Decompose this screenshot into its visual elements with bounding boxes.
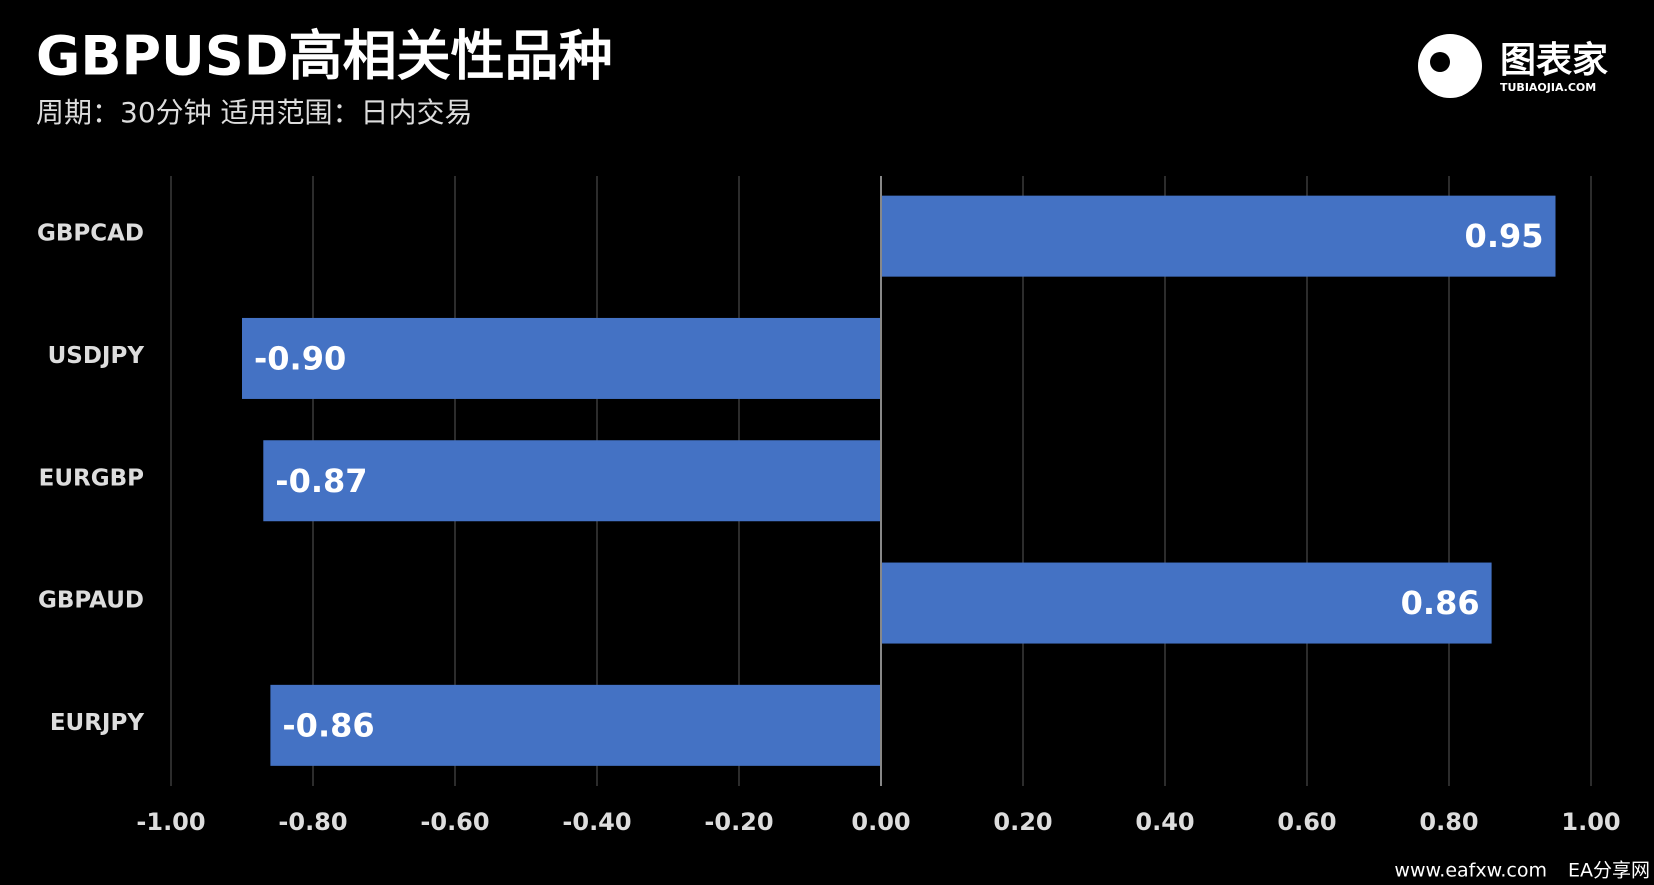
y-tick-label: GBPCAD <box>37 221 144 247</box>
watermark-site: www.eafxw.com <box>1394 860 1547 882</box>
value-label: -0.87 <box>275 462 367 500</box>
x-tick-label: 1.00 <box>1561 808 1620 836</box>
x-tick-label: -0.60 <box>420 808 489 836</box>
x-tick-label: -1.00 <box>136 808 205 836</box>
logo-icon <box>1418 34 1482 98</box>
y-tick-label: EURJPY <box>50 710 145 736</box>
x-tick-label: 0.40 <box>1135 808 1194 836</box>
logo-domain: TUBIAOJIA.COM <box>1500 81 1596 94</box>
y-tick-label: USDJPY <box>48 343 145 369</box>
y-tick-label: EURGBP <box>39 465 144 491</box>
bar <box>263 440 881 522</box>
bar <box>242 317 881 399</box>
x-tick-label: 0.20 <box>993 808 1052 836</box>
x-tick-label: -0.20 <box>704 808 773 836</box>
chart-subtitle: 周期：30分钟 适用范围：日内交易 <box>36 96 473 129</box>
chart-title: GBPUSD高相关性品种 <box>36 25 613 88</box>
bar <box>881 562 1492 644</box>
x-tick-label: 0.00 <box>851 808 910 836</box>
value-label: -0.86 <box>282 706 374 744</box>
x-tick-label: 0.60 <box>1277 808 1336 836</box>
logo-name: 图表家 <box>1500 40 1608 81</box>
watermark-name: EA分享网 <box>1568 860 1650 882</box>
value-label: -0.90 <box>254 339 346 377</box>
value-label: 0.86 <box>1401 584 1480 622</box>
logo: 图表家 TUBIAOJIA.COM <box>1418 34 1608 98</box>
x-tick-label: 0.80 <box>1419 808 1478 836</box>
value-label: 0.95 <box>1465 217 1544 255</box>
y-tick-label: GBPAUD <box>38 588 144 614</box>
x-tick-label: -0.80 <box>278 808 347 836</box>
bar <box>270 684 881 766</box>
logo-icon-detail <box>1430 52 1450 72</box>
bar <box>881 195 1556 277</box>
x-tick-label: -0.40 <box>562 808 631 836</box>
